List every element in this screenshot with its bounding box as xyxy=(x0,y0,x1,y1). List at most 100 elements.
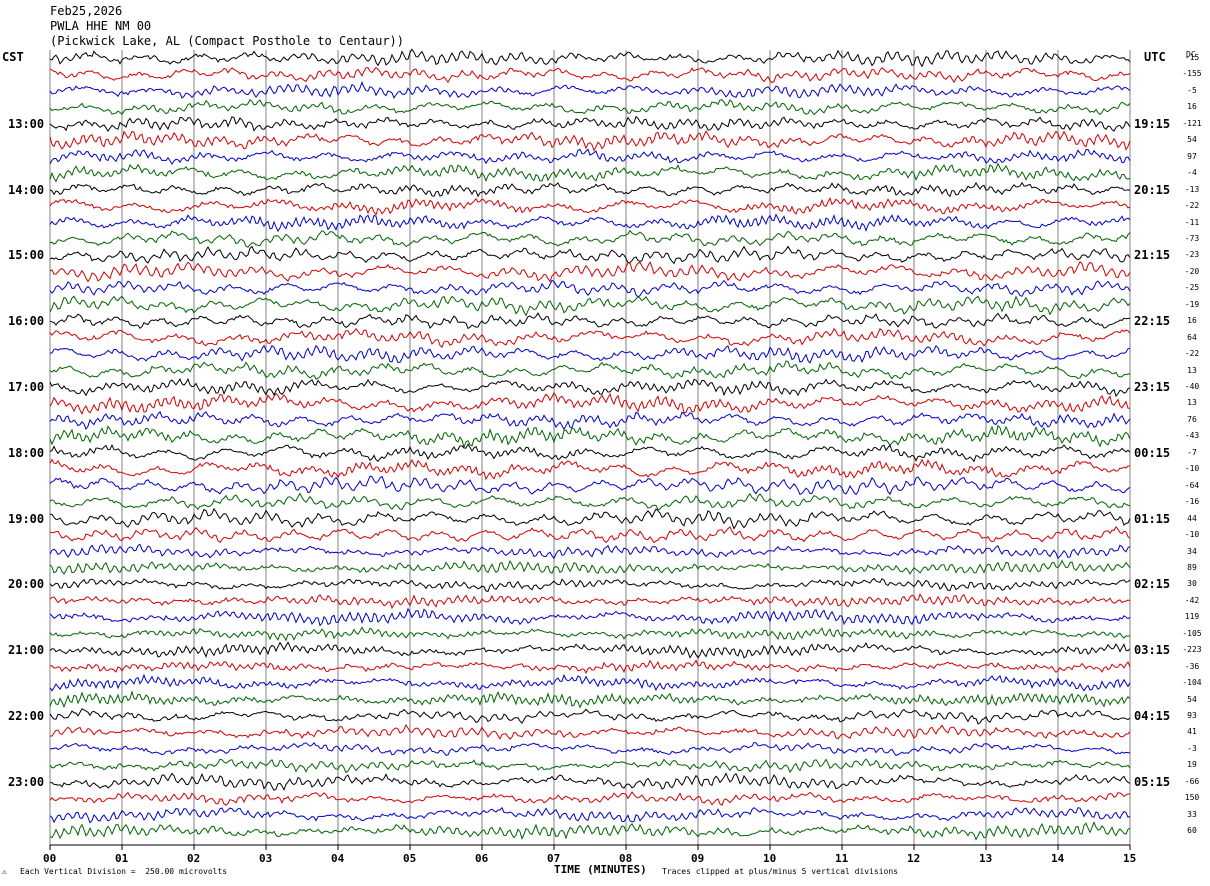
dc-offset-40: 93 xyxy=(1187,711,1197,720)
trace-row-1 xyxy=(49,66,1131,84)
cst-time-label: 19:00 xyxy=(8,511,45,526)
trace-row-28 xyxy=(49,507,1131,530)
trace-row-12 xyxy=(49,245,1131,265)
dc-offset-34: 119 xyxy=(1184,612,1200,622)
x-tick-label-04: 04 xyxy=(331,852,345,865)
trace-row-47 xyxy=(49,820,1131,841)
dc-offset-5: 54 xyxy=(1187,135,1197,145)
dc-offset-44: -66 xyxy=(1184,776,1200,786)
dc-offset-22: 76 xyxy=(1187,414,1197,424)
trace-row-38 xyxy=(49,673,1131,692)
dc-offset-3: 16 xyxy=(1187,102,1197,112)
time-grid xyxy=(49,50,1131,850)
dc-offset-36: -223 xyxy=(1182,645,1202,655)
trace-row-46 xyxy=(49,806,1131,824)
trace-row-4 xyxy=(49,115,1131,133)
x-tick-label-09: 09 xyxy=(691,852,705,865)
dc-offset-24: -7 xyxy=(1187,447,1197,457)
dc-offset-23: -43 xyxy=(1184,431,1200,441)
x-tick-label-08: 08 xyxy=(619,852,633,865)
x-tick-label-13: 13 xyxy=(979,852,993,865)
utc-time-label: 23:15 xyxy=(1134,380,1171,394)
dc-offset-17: 64 xyxy=(1187,332,1197,342)
header-date: Feb25,2026 xyxy=(50,4,123,18)
utc-label: UTC xyxy=(1144,50,1166,64)
dc-offset-1: -155 xyxy=(1182,69,1202,79)
dc-offset-7: -4 xyxy=(1187,168,1197,178)
trace-row-11 xyxy=(49,229,1131,248)
dc-offset-33: -42 xyxy=(1184,595,1200,605)
trace-row-20 xyxy=(49,377,1131,398)
cst-time-label: 21:00 xyxy=(8,643,45,658)
x-tick-label-10: 10 xyxy=(763,852,777,865)
dc-offset-14: -25 xyxy=(1184,283,1200,293)
trace-row-13 xyxy=(49,260,1131,283)
utc-time-label: 03:15 xyxy=(1134,643,1171,658)
utc-time-label: 21:15 xyxy=(1134,248,1171,263)
cst-time-label: 18:00 xyxy=(8,445,45,460)
utc-time-label: 04:15 xyxy=(1134,709,1171,723)
clip-note: Traces clipped at plus/minus 5 vertical … xyxy=(662,867,899,876)
trace-row-44 xyxy=(49,772,1131,792)
trace-row-23 xyxy=(49,424,1131,449)
seismic-traces xyxy=(49,48,1131,841)
trace-row-45 xyxy=(49,791,1131,806)
header-location: (Pickwick Lake, AL (Compact Posthole to … xyxy=(50,34,405,48)
trace-row-19 xyxy=(49,360,1131,380)
utc-time-label: 22:15 xyxy=(1134,314,1171,329)
dc-offset-21: 13 xyxy=(1187,398,1197,408)
trace-row-18 xyxy=(49,344,1131,364)
dc-offset-28: 44 xyxy=(1187,513,1197,523)
trace-row-32 xyxy=(49,577,1131,592)
dc-offset-19: 13 xyxy=(1187,365,1197,375)
utc-time-label: 00:15 xyxy=(1134,445,1171,460)
trace-row-15 xyxy=(49,295,1131,317)
dc-offset-31: 89 xyxy=(1187,562,1197,572)
trace-row-8 xyxy=(49,181,1131,198)
x-tick-label-12: 12 xyxy=(907,852,921,865)
trace-row-16 xyxy=(49,312,1131,330)
dc-offset-45: 150 xyxy=(1184,793,1200,803)
dc-offset-25: -10 xyxy=(1184,464,1200,474)
x-tick-label-03: 03 xyxy=(259,852,273,865)
trace-row-17 xyxy=(49,327,1131,349)
dc-offset-10: -11 xyxy=(1184,217,1200,227)
x-tick-label-01: 01 xyxy=(115,852,129,865)
cst-time-label: 17:00 xyxy=(8,380,45,394)
dc-offset-43: 19 xyxy=(1187,760,1197,770)
cst-time-label: 22:00 xyxy=(8,709,45,723)
dc-offset-13: -20 xyxy=(1184,266,1200,276)
trace-row-29 xyxy=(49,526,1131,544)
dc-offset-16: 16 xyxy=(1187,316,1197,326)
cst-time-label: 23:00 xyxy=(8,774,45,789)
dc-offset-29: -10 xyxy=(1184,530,1200,540)
dc-offset-42: -3 xyxy=(1187,743,1197,753)
footer-mark: ⚠ xyxy=(2,867,7,876)
trace-row-27 xyxy=(49,492,1131,511)
trace-row-42 xyxy=(49,741,1131,757)
trace-row-36 xyxy=(49,641,1131,659)
dc-offset-39: 54 xyxy=(1187,694,1197,704)
dc-offset-46: 33 xyxy=(1187,809,1197,819)
dc-offset-30: 34 xyxy=(1187,546,1197,556)
dc-label: DC xyxy=(1186,50,1196,59)
cst-time-label: 13:00 xyxy=(8,116,45,131)
cst-time-label: 14:00 xyxy=(8,182,45,197)
trace-row-3 xyxy=(49,99,1131,116)
trace-row-41 xyxy=(49,723,1131,740)
dc-offset-0: -15 xyxy=(1184,53,1200,62)
dc-offset-12: -23 xyxy=(1184,250,1200,260)
trace-row-21 xyxy=(49,392,1131,416)
dc-offset-41: 41 xyxy=(1187,727,1197,737)
x-tick-label-02: 02 xyxy=(187,852,201,865)
dc-offset-6: 97 xyxy=(1187,151,1197,161)
vertical-division-note: Each Vertical Division = 250.00 microvol… xyxy=(20,867,228,876)
trace-row-35 xyxy=(49,626,1131,642)
trace-row-9 xyxy=(49,197,1131,216)
trace-row-2 xyxy=(49,81,1131,99)
x-axis-label: TIME (MINUTES) xyxy=(554,863,647,876)
utc-time-label: 19:15 xyxy=(1134,116,1171,131)
utc-time-label: 02:15 xyxy=(1134,577,1171,592)
x-tick-label-15: 15 xyxy=(1123,852,1137,865)
